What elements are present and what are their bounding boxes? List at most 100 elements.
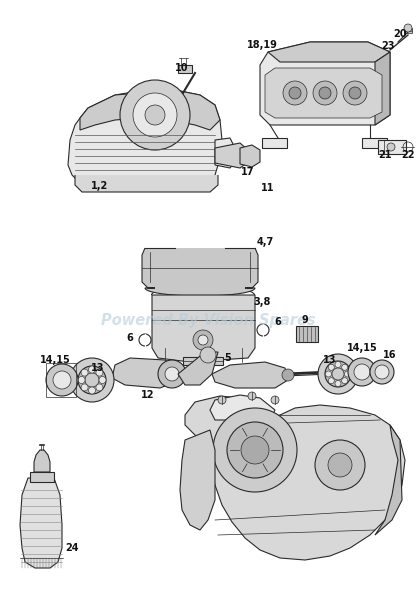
- Circle shape: [227, 422, 283, 478]
- Text: 13: 13: [323, 355, 337, 365]
- Polygon shape: [112, 358, 180, 388]
- Circle shape: [133, 93, 177, 137]
- Circle shape: [342, 378, 348, 384]
- Circle shape: [375, 365, 389, 379]
- Text: 13: 13: [91, 363, 105, 373]
- Polygon shape: [178, 352, 218, 385]
- Bar: [378, 140, 406, 154]
- Text: 18,19: 18,19: [247, 40, 277, 50]
- Circle shape: [218, 396, 226, 404]
- Text: 21: 21: [378, 150, 392, 160]
- Circle shape: [241, 436, 269, 464]
- Text: 17: 17: [241, 167, 255, 177]
- Circle shape: [315, 440, 365, 490]
- Circle shape: [99, 376, 106, 384]
- Bar: [362, 138, 387, 148]
- Circle shape: [193, 330, 213, 350]
- Bar: [262, 138, 287, 148]
- Circle shape: [78, 366, 106, 394]
- Text: 1,2: 1,2: [92, 181, 109, 191]
- Polygon shape: [75, 175, 218, 192]
- Circle shape: [158, 360, 186, 388]
- Circle shape: [120, 80, 190, 150]
- Circle shape: [165, 367, 179, 381]
- Circle shape: [145, 105, 165, 125]
- Circle shape: [53, 371, 71, 389]
- Circle shape: [81, 384, 88, 391]
- Text: 6: 6: [275, 317, 281, 327]
- Circle shape: [81, 369, 88, 376]
- Circle shape: [354, 364, 370, 380]
- Circle shape: [349, 87, 361, 99]
- Circle shape: [387, 143, 395, 151]
- Text: 14,15: 14,15: [347, 343, 377, 353]
- Polygon shape: [34, 450, 50, 472]
- Polygon shape: [260, 42, 390, 125]
- Circle shape: [332, 368, 344, 380]
- Polygon shape: [375, 425, 402, 535]
- Circle shape: [335, 362, 341, 367]
- Polygon shape: [152, 295, 255, 362]
- Polygon shape: [240, 145, 260, 167]
- Circle shape: [343, 81, 367, 105]
- Bar: [178, 65, 192, 73]
- Text: 10: 10: [175, 63, 189, 73]
- Text: 24: 24: [65, 543, 79, 553]
- Circle shape: [335, 381, 341, 387]
- Circle shape: [198, 335, 208, 345]
- Bar: [46, 363, 76, 397]
- Circle shape: [348, 358, 376, 386]
- Bar: [404, 28, 412, 33]
- Polygon shape: [265, 68, 382, 118]
- Circle shape: [370, 360, 394, 384]
- Polygon shape: [215, 143, 248, 168]
- Circle shape: [282, 369, 294, 381]
- Circle shape: [328, 364, 334, 370]
- Text: 12: 12: [141, 390, 155, 400]
- Circle shape: [283, 81, 307, 105]
- Text: 4,7: 4,7: [256, 237, 274, 247]
- Circle shape: [318, 354, 358, 394]
- Circle shape: [328, 453, 352, 477]
- Polygon shape: [215, 138, 235, 168]
- Circle shape: [404, 24, 412, 32]
- Circle shape: [248, 392, 256, 400]
- Text: Powered By Vision Spares: Powered By Vision Spares: [101, 313, 315, 328]
- Text: 14,15: 14,15: [40, 355, 70, 365]
- Circle shape: [96, 384, 103, 391]
- Circle shape: [96, 369, 103, 376]
- Text: 22: 22: [401, 150, 415, 160]
- Circle shape: [325, 361, 351, 387]
- Text: 11: 11: [261, 183, 275, 193]
- Text: 3,8: 3,8: [253, 297, 271, 307]
- Bar: [30, 472, 54, 482]
- Polygon shape: [142, 248, 258, 296]
- Text: 6: 6: [126, 333, 134, 343]
- Circle shape: [271, 396, 279, 404]
- Bar: [296, 326, 318, 342]
- Circle shape: [313, 81, 337, 105]
- Circle shape: [46, 364, 78, 396]
- Circle shape: [89, 366, 96, 373]
- Polygon shape: [20, 478, 62, 568]
- Circle shape: [85, 373, 99, 387]
- Polygon shape: [180, 430, 215, 530]
- Polygon shape: [80, 90, 220, 130]
- Circle shape: [325, 371, 332, 377]
- Polygon shape: [375, 52, 390, 125]
- Text: 5: 5: [225, 353, 231, 363]
- Circle shape: [289, 87, 301, 99]
- Polygon shape: [185, 396, 405, 560]
- Circle shape: [344, 371, 351, 377]
- Polygon shape: [268, 42, 390, 62]
- Text: 23: 23: [381, 41, 395, 51]
- Circle shape: [70, 358, 114, 402]
- Polygon shape: [68, 90, 222, 190]
- Text: 20: 20: [393, 29, 407, 39]
- Bar: [183, 357, 223, 365]
- Circle shape: [78, 376, 85, 384]
- Polygon shape: [210, 395, 275, 420]
- Circle shape: [200, 347, 216, 363]
- Polygon shape: [212, 362, 288, 388]
- Circle shape: [328, 378, 334, 384]
